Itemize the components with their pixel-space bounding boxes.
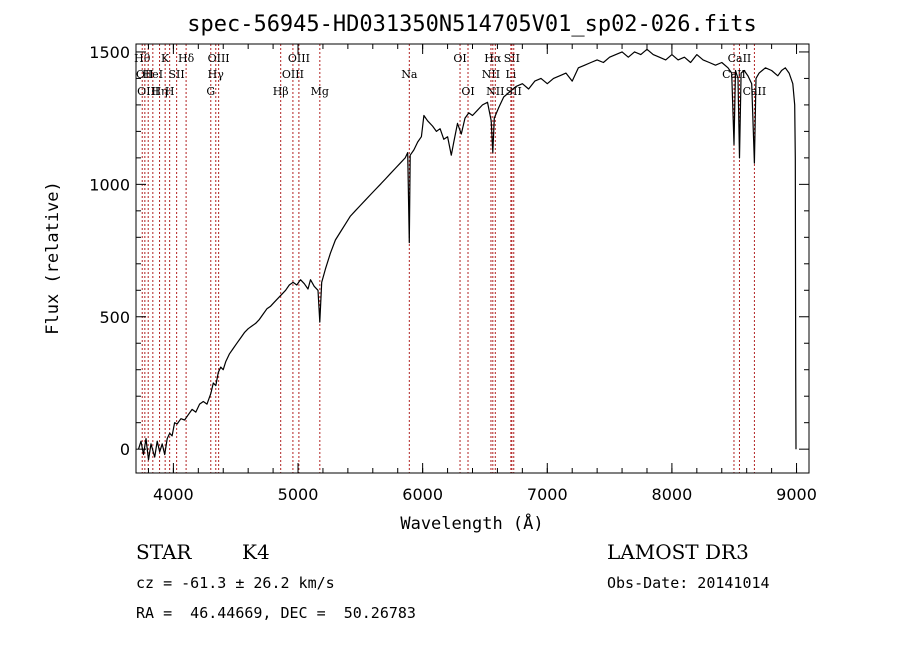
marker-label: OI [453, 52, 466, 65]
x-axis-ticks: 4000 5000 6000 7000 8000 9000 [147, 44, 817, 504]
object-class: STAR [136, 540, 192, 564]
marker-label: OII [136, 68, 154, 81]
marker-label: CaII [722, 68, 746, 81]
marker-label: Hδ [178, 52, 195, 65]
marker-label: G [206, 85, 215, 98]
marker-label: Hβ [273, 85, 289, 98]
marker-label: Hγ [208, 68, 225, 81]
line-markers: Hθ OII OIII HeI Hη K H SII Hδ G Hγ OIII Hβ OIII OIII Mg… [134, 44, 766, 473]
x-tick-label: 6000 [402, 485, 443, 504]
object-subclass: K4 [242, 540, 270, 564]
marker-label: NII [486, 85, 504, 98]
x-axis-label: Wavelength (Å) [400, 512, 543, 534]
marker-label: OIII [288, 52, 310, 65]
x-tick-label: 7000 [527, 485, 568, 504]
y-axis-ticks: 0 500 1000 1500 [89, 43, 809, 459]
marker-label: SII [169, 68, 185, 81]
spectrum-series [137, 48, 797, 461]
survey-name: LAMOST DR3 [607, 540, 749, 564]
marker-label: CaII [743, 85, 767, 98]
obs-date: Obs-Date: 20141014 [607, 574, 770, 592]
y-tick-label: 1000 [89, 175, 130, 194]
marker-label: Hθ [134, 52, 151, 65]
marker-label: Hη [151, 85, 167, 98]
marker-label: OIII [137, 85, 159, 98]
x-tick-label: 5000 [278, 485, 319, 504]
y-axis-label: Flux (relative) [43, 181, 63, 335]
marker-label: HeI [143, 68, 163, 81]
redshift-readout: cz = -61.3 ± 26.2 km/s [136, 574, 335, 592]
marker-label: SII [506, 85, 522, 98]
coordinates: RA = 46.44669, DEC = 50.26783 [136, 604, 416, 622]
marker-label: OIII [208, 52, 230, 65]
marker-label: OI [461, 85, 474, 98]
marker-label: Hα [484, 52, 502, 65]
marker-label: Na [401, 68, 418, 81]
y-tick-label: 0 [120, 440, 130, 459]
x-tick-label: 9000 [776, 485, 817, 504]
marker-label: K [161, 52, 170, 65]
spectrum-chart: spec-56945-HD031350N514705V01_sp02-026.f… [43, 12, 817, 534]
marker-label: Mg [311, 85, 329, 98]
x-tick-label: 4000 [153, 485, 194, 504]
chart-title: spec-56945-HD031350N514705V01_sp02-026.f… [187, 12, 757, 37]
marker-label: CaII [728, 52, 752, 65]
spectrum-line [137, 48, 797, 461]
x-tick-label: 8000 [652, 485, 693, 504]
plot-frame [135, 43, 810, 474]
y-tick-label: 1500 [89, 43, 130, 62]
marker-label: OIII [282, 68, 304, 81]
marker-label: Li [505, 68, 516, 81]
marker-label: NII [482, 68, 500, 81]
marker-label: SII [504, 52, 520, 65]
y-tick-label: 500 [99, 308, 130, 327]
marker-label: H [165, 85, 175, 98]
